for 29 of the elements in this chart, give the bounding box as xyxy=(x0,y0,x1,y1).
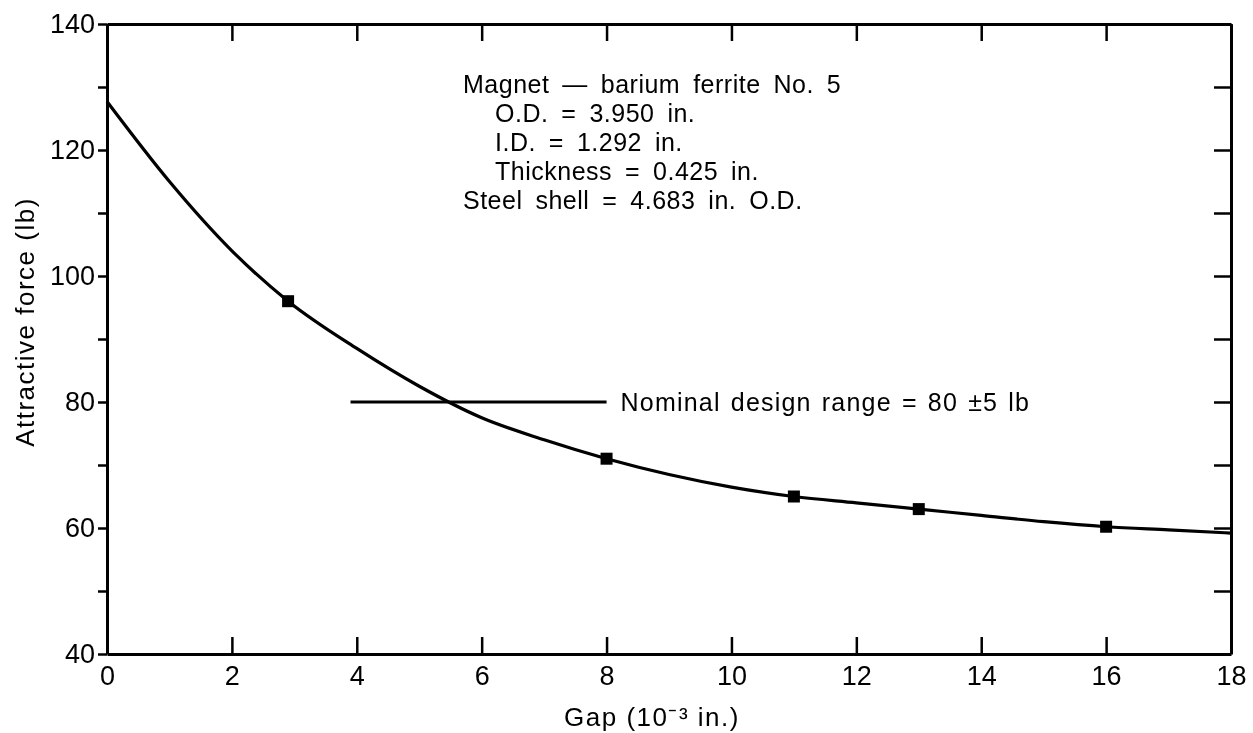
annotation: O.D. = 3.950 in. xyxy=(495,99,696,127)
y-axis-title: Attractive force (lb) xyxy=(10,197,40,447)
y-tick-label: 80 xyxy=(64,387,95,418)
x-tick-label: 6 xyxy=(474,661,490,692)
point xyxy=(282,295,295,308)
x-tick-label: 14 xyxy=(966,661,997,692)
annotation: Thickness = 0.425 in. xyxy=(495,157,759,185)
point xyxy=(1100,520,1113,533)
y-tick-label: 120 xyxy=(49,135,95,166)
point xyxy=(787,490,800,503)
x-tick-label: 2 xyxy=(224,661,240,692)
annotation: Nominal design range = 80 ±5 lb xyxy=(620,387,1031,416)
x-tick-label: 8 xyxy=(599,661,615,692)
y-tick-label: 60 xyxy=(64,513,95,544)
x-tick-label: 10 xyxy=(716,661,747,692)
x-axis-title: Gap (10⁻³ in.) xyxy=(564,702,740,732)
annotation: Magnet — barium ferrite No. 5 xyxy=(463,70,842,98)
x-tick-label: 16 xyxy=(1091,661,1122,692)
x-tick-label: 18 xyxy=(1216,661,1247,692)
y-tick-label: 140 xyxy=(49,9,95,40)
y-tick-label: 100 xyxy=(49,261,95,292)
x-tick-label: 4 xyxy=(349,661,365,692)
annotation: Steel shell = 4.683 in. O.D. xyxy=(463,186,803,214)
point xyxy=(912,503,925,516)
annotation: I.D. = 1.292 in. xyxy=(495,128,683,156)
y-tick-label: 40 xyxy=(64,639,95,670)
point xyxy=(600,452,613,465)
x-tick-label: 0 xyxy=(99,661,116,692)
x-tick-label: 12 xyxy=(841,661,872,692)
